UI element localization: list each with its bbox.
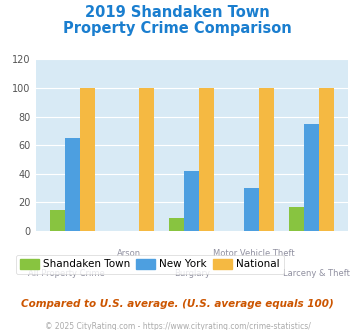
Text: Compared to U.S. average. (U.S. average equals 100): Compared to U.S. average. (U.S. average … xyxy=(21,299,334,309)
Bar xyxy=(304,124,319,231)
Text: Burglary: Burglary xyxy=(174,269,210,278)
Text: Arson: Arson xyxy=(117,249,141,258)
Bar xyxy=(65,138,80,231)
Bar xyxy=(184,171,199,231)
Bar xyxy=(319,88,334,231)
Bar xyxy=(259,88,274,231)
Bar xyxy=(244,188,259,231)
Bar xyxy=(289,207,304,231)
Bar xyxy=(199,88,214,231)
Text: Motor Vehicle Theft: Motor Vehicle Theft xyxy=(213,249,295,258)
Bar xyxy=(169,218,184,231)
Text: Larceny & Theft: Larceny & Theft xyxy=(283,269,350,278)
Text: 2019 Shandaken Town: 2019 Shandaken Town xyxy=(85,5,270,20)
Bar xyxy=(140,88,154,231)
Text: All Property Crime: All Property Crime xyxy=(28,269,105,278)
Text: Property Crime Comparison: Property Crime Comparison xyxy=(63,21,292,36)
Legend: Shandaken Town, New York, National: Shandaken Town, New York, National xyxy=(16,255,284,274)
Text: © 2025 CityRating.com - https://www.cityrating.com/crime-statistics/: © 2025 CityRating.com - https://www.city… xyxy=(45,322,310,330)
Bar xyxy=(50,210,65,231)
Bar xyxy=(80,88,94,231)
